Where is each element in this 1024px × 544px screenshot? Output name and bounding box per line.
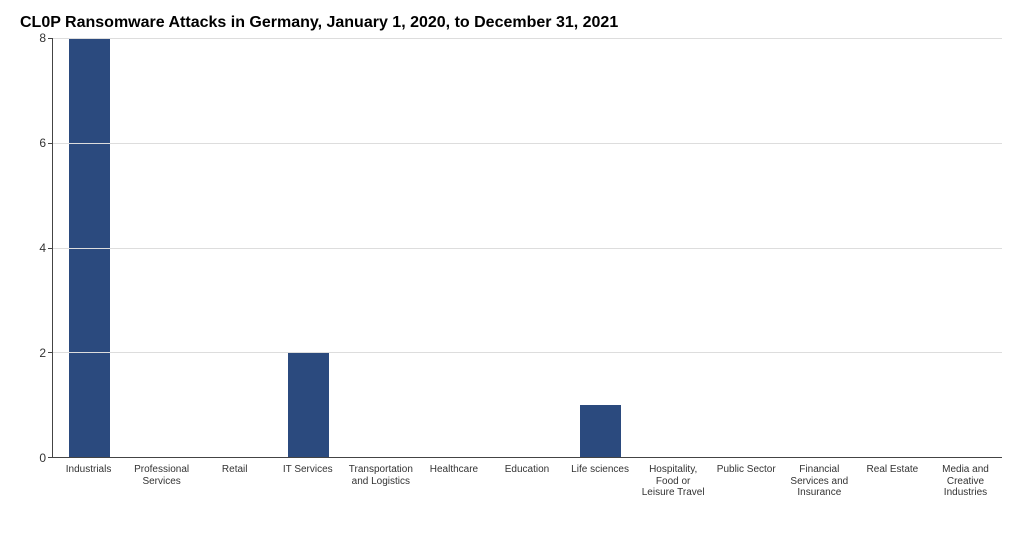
- gridline: [53, 38, 1002, 39]
- x-tick-label: Hospitality, Food or Leisure Travel: [637, 460, 710, 518]
- x-tick-label: Real Estate: [856, 460, 929, 518]
- x-tick-label: Industrials: [52, 460, 125, 518]
- chart-title: CL0P Ransomware Attacks in Germany, Janu…: [20, 14, 1006, 32]
- bar: [580, 405, 621, 457]
- x-tick-label: Education: [490, 460, 563, 518]
- y-axis: 02468: [18, 38, 52, 458]
- chart-container: CL0P Ransomware Attacks in Germany, Janu…: [0, 0, 1024, 544]
- plot-area: [52, 38, 1002, 458]
- plot-outer: 02468 IndustrialsProfessional ServicesRe…: [18, 38, 1006, 518]
- x-tick-label: Healthcare: [417, 460, 490, 518]
- y-tick-label: 0: [39, 451, 46, 465]
- y-tick-label: 4: [39, 241, 46, 255]
- x-tick-label: Financial Services and Insurance: [783, 460, 856, 518]
- x-tick-label: Media and Creative Industries: [929, 460, 1002, 518]
- y-tick-label: 8: [39, 31, 46, 45]
- gridline: [53, 143, 1002, 144]
- y-tick-label: 6: [39, 136, 46, 150]
- x-tick-label: IT Services: [271, 460, 344, 518]
- x-tick-label: Transportation and Logistics: [344, 460, 417, 518]
- x-tick-label: Life sciences: [564, 460, 637, 518]
- gridline: [53, 248, 1002, 249]
- x-tick-label: Professional Services: [125, 460, 198, 518]
- x-tick-label: Public Sector: [710, 460, 783, 518]
- y-tick-label: 2: [39, 346, 46, 360]
- x-tick-label: Retail: [198, 460, 271, 518]
- y-tick: [48, 457, 53, 458]
- bar: [288, 352, 329, 457]
- x-axis-labels: IndustrialsProfessional ServicesRetailIT…: [52, 460, 1002, 518]
- gridline: [53, 352, 1002, 353]
